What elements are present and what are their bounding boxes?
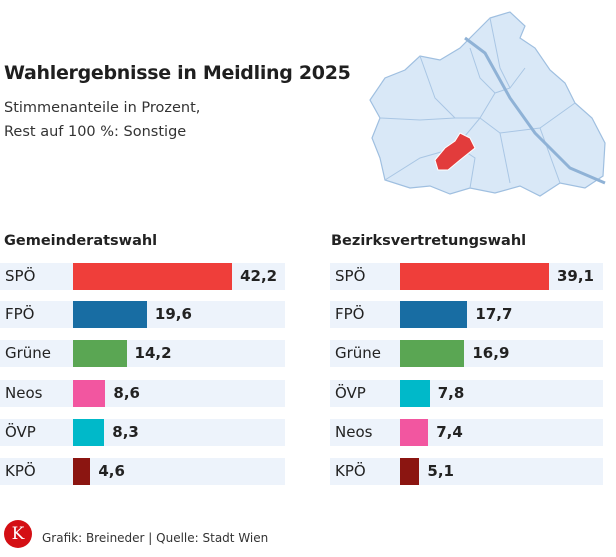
category-label: ÖVP <box>335 384 366 402</box>
meidling-highlight <box>434 132 476 171</box>
subtitle-line-2: Rest auf 100 %: Sonstige <box>4 124 187 140</box>
category-label: FPÖ <box>335 305 365 323</box>
category-label: SPÖ <box>5 267 36 285</box>
category-label: Neos <box>335 423 373 441</box>
bar-ÖVP <box>73 419 105 446</box>
bar-row: Grüne 14,2 <box>0 340 285 367</box>
bar-Neos <box>400 419 429 446</box>
value-label: 8,6 <box>113 384 140 402</box>
value-label: 17,7 <box>475 305 513 323</box>
chart-title: Wahlergebnisse in Meidling 2025 <box>4 62 351 84</box>
chart-2-title: Bezirksvertretungswahl <box>331 233 527 249</box>
subtitle-line-1: Stimmenanteile in Prozent, <box>4 100 201 116</box>
bar-Grüne <box>73 340 127 367</box>
category-label: KPÖ <box>5 462 36 480</box>
bar-row: KPÖ 4,6 <box>0 458 285 485</box>
category-label: Grüne <box>5 344 52 362</box>
bar-Grüne <box>400 340 465 367</box>
value-label: 8,3 <box>112 423 139 441</box>
bar-KPÖ <box>73 458 91 485</box>
vienna-outline <box>369 11 606 197</box>
source-footer: Grafik: Breineder | Quelle: Stadt Wien <box>42 531 269 545</box>
bar-row: ÖVP 7,8 <box>330 380 603 407</box>
category-label: Grüne <box>335 344 382 362</box>
value-label: 5,1 <box>427 462 454 480</box>
bar-row: ÖVP 8,3 <box>0 419 285 446</box>
bar-SPÖ <box>73 263 233 290</box>
bar-row: FPÖ 17,7 <box>330 301 603 328</box>
value-label: 14,2 <box>134 344 172 362</box>
category-label: FPÖ <box>5 305 35 323</box>
bar-row: Grüne 16,9 <box>330 340 603 367</box>
value-label: 7,8 <box>437 384 465 402</box>
value-label: 42,2 <box>240 267 278 285</box>
bar-row: SPÖ 39,1 <box>330 263 603 290</box>
category-label: SPÖ <box>335 267 366 285</box>
value-label: 39,1 <box>556 267 594 285</box>
value-label: 7,4 <box>436 423 463 441</box>
bar-row: KPÖ 5,1 <box>330 458 603 485</box>
kurier-logo: K <box>4 520 32 548</box>
chart-1-title: Gemeinderatswahl <box>4 233 158 249</box>
bar-row: Neos 7,4 <box>330 419 603 446</box>
category-label: ÖVP <box>5 423 36 441</box>
bar-row: FPÖ 19,6 <box>0 301 285 328</box>
bar-FPÖ <box>400 301 468 328</box>
value-label: 4,6 <box>98 462 125 480</box>
bar-Neos <box>73 380 106 407</box>
bar-KPÖ <box>400 458 420 485</box>
danube-river <box>464 36 606 185</box>
bar-SPÖ <box>400 263 549 290</box>
bar-ÖVP <box>400 380 430 407</box>
bar-row: Neos 8,6 <box>0 380 285 407</box>
bar-FPÖ <box>73 301 147 328</box>
category-label: Neos <box>5 384 43 402</box>
value-label: 16,9 <box>472 344 510 362</box>
category-label: KPÖ <box>335 462 366 480</box>
value-label: 19,6 <box>154 305 192 323</box>
chart-subtitle: Stimmenanteile in Prozent, Rest auf 100 … <box>4 96 200 144</box>
bar-row: SPÖ 42,2 <box>0 263 285 290</box>
vienna-map <box>369 11 606 197</box>
